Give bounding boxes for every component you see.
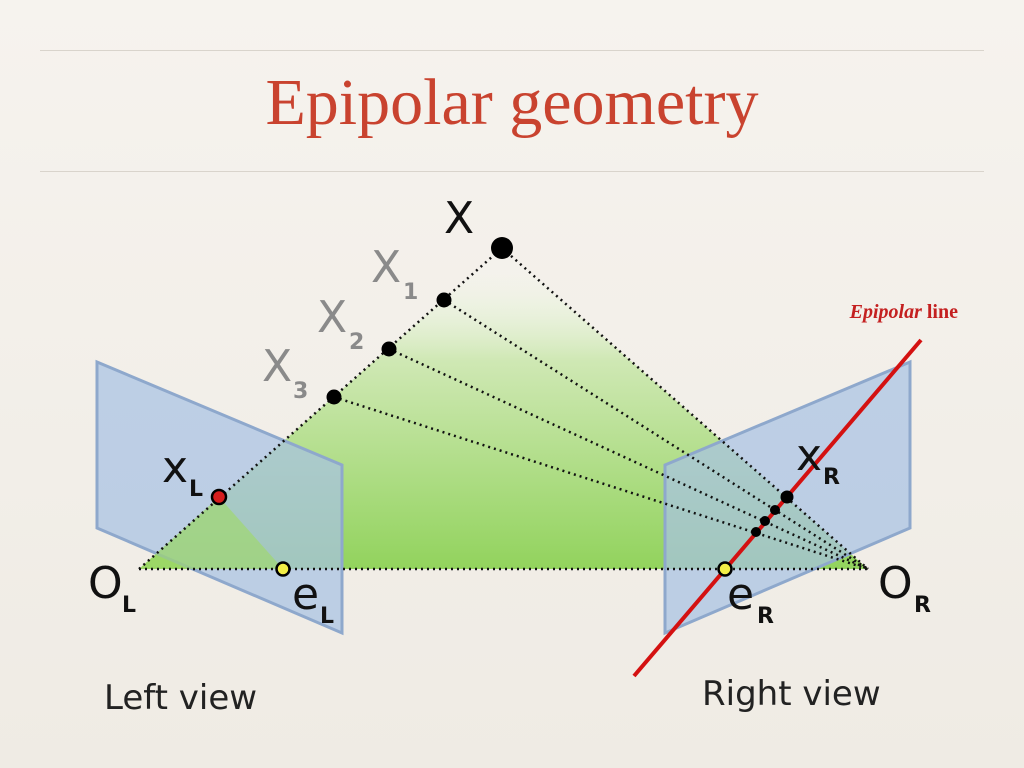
label-X1: X <box>371 242 401 293</box>
top-rule <box>40 50 984 51</box>
point-X2 <box>381 341 397 357</box>
label-X2: X <box>317 292 347 343</box>
projection-X2-right <box>760 516 770 526</box>
epipole-eL <box>275 561 291 577</box>
label-X3-sub: 3 <box>293 379 308 404</box>
label-OR: O <box>878 558 913 609</box>
label-X: X <box>444 193 474 244</box>
label-eL-sub: L <box>320 604 334 629</box>
epipole-eR <box>717 561 733 577</box>
caption-right-view: Right view <box>702 674 881 714</box>
projection-X1-right <box>770 505 780 515</box>
title-underline-rule <box>40 171 984 172</box>
label-X2-sub: 2 <box>349 330 364 355</box>
label-xR-sub: R <box>823 465 840 490</box>
point-X1 <box>436 292 452 308</box>
label-eL: e <box>292 569 319 620</box>
label-eR-sub: R <box>757 604 774 629</box>
label-OL: O <box>88 558 123 609</box>
projection-xR <box>780 490 794 504</box>
label-xR: x <box>796 430 822 481</box>
point-X3 <box>326 389 342 405</box>
ray-right-X2 <box>388 347 869 571</box>
label-OR-sub: R <box>914 593 931 618</box>
epipolar-line-label-rest: line <box>921 301 958 323</box>
point-xL <box>210 488 228 506</box>
label-xL: x <box>162 442 188 493</box>
label-OL-sub: L <box>122 593 136 618</box>
label-eR: e <box>727 569 754 620</box>
projection-X3-right <box>751 527 761 537</box>
slide-title: Epipolar geometry <box>265 66 759 139</box>
caption-left-view: Left view <box>104 678 258 718</box>
epipolar-line-label: Epipolar line <box>850 301 958 324</box>
epipolar-line-label-italic: Epipolar <box>849 301 922 323</box>
label-X1-sub: 1 <box>403 280 418 305</box>
label-xL-sub: L <box>189 477 203 502</box>
left-plane-triangle <box>139 497 283 569</box>
label-X3: X <box>262 341 292 392</box>
point-X <box>491 237 513 259</box>
